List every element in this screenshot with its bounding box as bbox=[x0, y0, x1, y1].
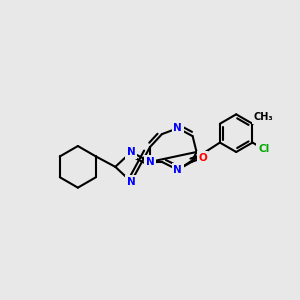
Text: N: N bbox=[127, 177, 136, 187]
Text: Cl: Cl bbox=[258, 144, 269, 154]
Text: N: N bbox=[173, 165, 182, 175]
Text: N: N bbox=[146, 157, 154, 167]
Text: O: O bbox=[198, 153, 207, 163]
Text: N: N bbox=[173, 123, 182, 133]
Text: CH₃: CH₃ bbox=[254, 112, 274, 122]
Text: N: N bbox=[127, 147, 136, 157]
